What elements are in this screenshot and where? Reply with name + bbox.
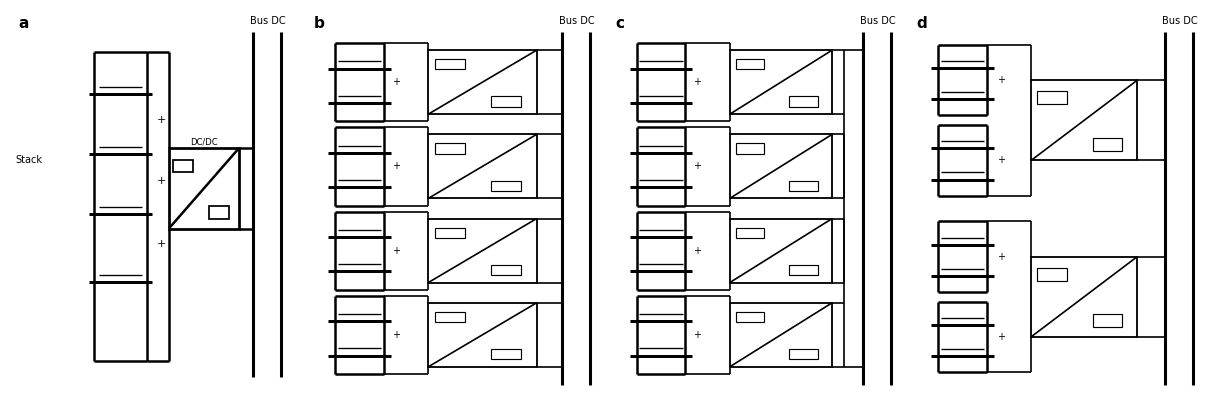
Text: Bus DC: Bus DC <box>1161 16 1198 26</box>
Bar <box>491 180 521 191</box>
Bar <box>434 227 466 238</box>
Text: +: + <box>392 77 399 87</box>
Text: +: + <box>392 330 399 340</box>
Text: +: + <box>693 162 701 171</box>
Text: d: d <box>917 16 927 31</box>
Text: +: + <box>997 252 1005 261</box>
Text: +: + <box>392 162 399 171</box>
Bar <box>736 143 765 154</box>
Bar <box>1093 138 1123 151</box>
Bar <box>736 59 765 69</box>
Bar <box>1031 80 1137 160</box>
Text: +: + <box>997 75 1005 85</box>
Text: c: c <box>615 16 624 31</box>
Bar <box>428 219 537 283</box>
Text: +: + <box>693 77 701 87</box>
Bar <box>730 303 832 367</box>
Bar <box>789 265 818 275</box>
Text: Bus DC: Bus DC <box>860 16 896 26</box>
Bar <box>1037 91 1067 104</box>
Bar <box>428 134 537 198</box>
Bar <box>1037 268 1067 281</box>
Bar <box>434 59 466 69</box>
Bar <box>1031 257 1137 337</box>
Bar <box>730 219 832 283</box>
Text: Stack: Stack <box>16 156 42 165</box>
Bar <box>730 134 832 198</box>
Bar <box>428 303 537 367</box>
Bar <box>789 180 818 191</box>
Bar <box>1093 314 1123 327</box>
Text: DC/DC: DC/DC <box>191 138 217 146</box>
Text: +: + <box>392 246 399 255</box>
Bar <box>434 143 466 154</box>
Text: b: b <box>314 16 324 31</box>
Bar <box>789 96 818 107</box>
Bar <box>736 312 765 322</box>
Bar <box>789 349 818 359</box>
Text: +: + <box>997 332 1005 342</box>
Text: a: a <box>18 16 29 31</box>
Bar <box>736 227 765 238</box>
Text: Bus DC: Bus DC <box>558 16 595 26</box>
Text: +: + <box>997 156 1005 165</box>
Bar <box>169 148 239 229</box>
Bar <box>434 312 466 322</box>
Bar <box>491 96 521 107</box>
Bar <box>428 50 537 114</box>
Bar <box>491 265 521 275</box>
Text: +: + <box>693 246 701 255</box>
Text: +: + <box>157 115 166 125</box>
Bar <box>172 160 193 172</box>
Text: +: + <box>693 330 701 340</box>
Bar <box>491 349 521 359</box>
Text: +: + <box>157 176 166 186</box>
Bar <box>730 50 832 114</box>
Text: +: + <box>157 239 166 249</box>
Text: Bus DC: Bus DC <box>250 16 286 26</box>
Bar <box>210 206 229 219</box>
